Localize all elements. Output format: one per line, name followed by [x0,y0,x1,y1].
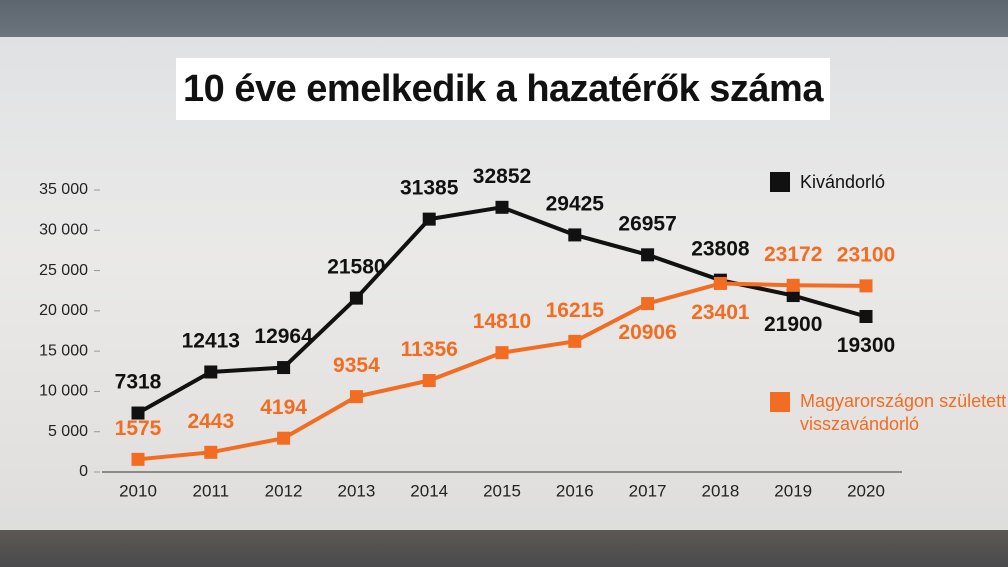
chart-title: 10 éve emelkedik a hazatérők száma [176,58,830,120]
point [422,374,436,388]
y-tick-label: 25 000 [39,262,88,279]
point [713,276,727,290]
x-tick-label: 2014 [410,481,448,500]
x-tick-label: 2013 [337,481,375,500]
point [349,390,363,404]
point [859,279,873,293]
legend-swatch [770,392,790,412]
data-label: 23100 [837,243,895,266]
data-label: 31385 [400,177,459,200]
point [568,334,582,348]
point [495,200,509,214]
x-tick-label: 2017 [629,481,667,500]
x-tick-label: 2015 [483,481,521,500]
data-label: 14810 [473,310,531,333]
data-label: 21900 [764,313,822,336]
data-label: 21580 [327,256,385,279]
data-label: 1575 [115,417,162,440]
y-tick-label: 5 000 [48,423,88,440]
data-label: 9354 [333,354,380,377]
x-tick-label: 2019 [774,481,812,500]
data-label: 7318 [115,371,162,394]
x-tick-label: 2010 [119,481,157,500]
point [277,431,291,445]
data-label: 23808 [691,238,750,261]
data-label: 19300 [837,334,895,357]
x-tick-label: 2016 [556,481,594,500]
data-label: 23401 [691,301,750,324]
legend-item: Magyarországon született visszavándorló [770,391,1008,436]
y-tick-label: 15 000 [39,342,88,359]
point [859,309,873,323]
point [204,445,218,459]
data-label: 16215 [546,299,605,322]
legend-label: Magyarországon született visszavándorló [800,391,1007,434]
x-tick-label: 2011 [193,481,230,500]
point [277,361,291,375]
x-tick-label: 2012 [265,481,303,500]
legend-swatch [770,172,790,192]
point [131,406,145,420]
y-tick-label: 20 000 [39,302,88,319]
point [786,289,800,303]
data-label: 29425 [546,192,605,215]
point [786,278,800,292]
y-tick-label: 0 [79,463,88,480]
data-label: 11356 [401,338,458,361]
x-tick-label: 2020 [847,481,885,500]
y-tick-label: 35 000 [39,181,88,198]
data-label: 32852 [473,165,531,188]
point [422,212,436,226]
point [204,365,218,379]
y-tick-label: 30 000 [39,222,88,239]
data-label: 12413 [182,330,240,353]
point [641,297,655,311]
point [568,228,582,242]
data-label: 20906 [618,321,676,344]
x-tick-label: 2018 [701,481,739,500]
point [641,248,655,262]
data-label: 26957 [618,212,676,235]
data-label: 23172 [764,243,822,266]
data-label: 12964 [254,325,313,348]
data-label: 2443 [187,410,234,433]
y-tick-label: 10 000 [39,383,88,400]
point [495,346,509,360]
legend-item: Kivándorló [770,172,885,193]
point [131,452,145,466]
legend-label: Kivándorló [800,172,886,192]
data-label: 4194 [260,396,307,419]
point [349,291,363,305]
